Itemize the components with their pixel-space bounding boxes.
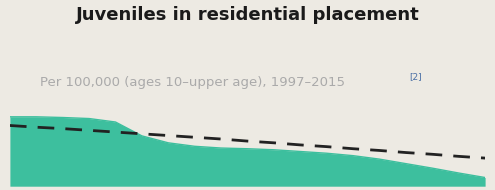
Text: Juveniles in residential placement: Juveniles in residential placement <box>76 6 419 24</box>
Text: [2]: [2] <box>409 72 422 81</box>
Text: Per 100,000 (ages 10–upper age), 1997–2015: Per 100,000 (ages 10–upper age), 1997–20… <box>40 76 345 89</box>
